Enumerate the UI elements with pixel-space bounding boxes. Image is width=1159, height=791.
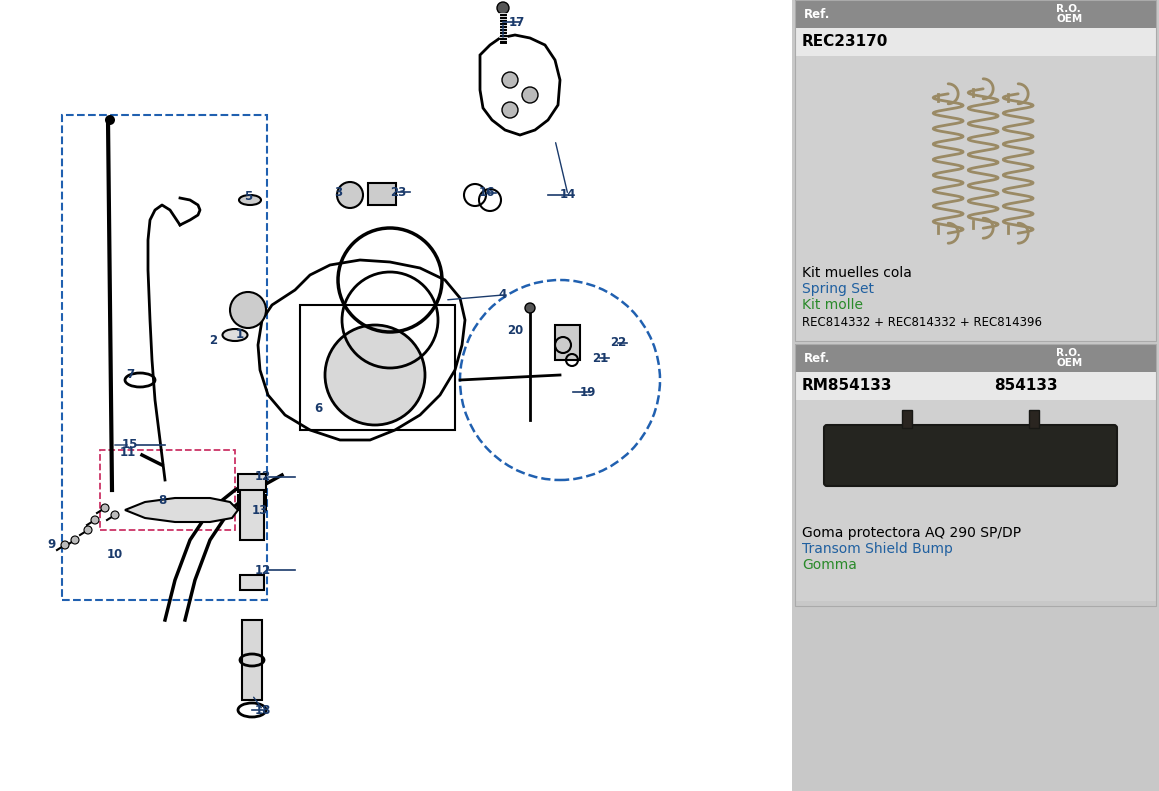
Text: 7: 7 — [126, 369, 134, 381]
Text: 18: 18 — [255, 703, 271, 717]
Bar — [795, 344, 1156, 372]
Text: Ref.: Ref. — [804, 7, 830, 21]
Circle shape — [229, 292, 267, 328]
Circle shape — [61, 541, 70, 549]
Bar — [795, 400, 1156, 521]
Text: 12: 12 — [255, 563, 271, 577]
Text: Goma protectora AQ 290 SP/DP: Goma protectora AQ 290 SP/DP — [802, 526, 1021, 540]
Circle shape — [502, 102, 518, 118]
Bar — [1029, 410, 1038, 428]
Text: Kit molle: Kit molle — [802, 298, 863, 312]
Bar — [795, 0, 1156, 28]
Text: 21: 21 — [592, 351, 608, 365]
Circle shape — [101, 504, 109, 512]
Text: 16: 16 — [479, 187, 495, 199]
Circle shape — [337, 182, 363, 208]
Text: 15: 15 — [122, 438, 138, 452]
Bar — [238, 474, 267, 492]
Text: 17: 17 — [509, 16, 525, 28]
Bar — [795, 344, 1156, 606]
Bar — [795, 28, 1156, 56]
Text: Spring Set: Spring Set — [802, 282, 874, 296]
Text: 20: 20 — [506, 324, 523, 336]
Bar — [238, 495, 267, 510]
Text: Kit muelles cola: Kit muelles cola — [802, 266, 912, 280]
Circle shape — [502, 72, 518, 88]
Circle shape — [111, 511, 119, 519]
Text: 11: 11 — [119, 445, 136, 459]
Text: 6: 6 — [314, 402, 322, 414]
Ellipse shape — [239, 195, 261, 205]
Bar — [61, 115, 267, 600]
Text: RM854133: RM854133 — [802, 379, 892, 393]
Text: REC814332 + REC814332 + REC814396: REC814332 + REC814332 + REC814396 — [802, 316, 1042, 330]
Circle shape — [92, 516, 99, 524]
Text: 9: 9 — [48, 539, 56, 551]
Bar — [555, 325, 580, 360]
Text: 8: 8 — [158, 494, 166, 506]
Bar — [795, 521, 1156, 601]
Text: REC23170: REC23170 — [802, 35, 889, 50]
Text: 23: 23 — [389, 186, 406, 199]
Text: 12: 12 — [255, 471, 271, 483]
Text: 1: 1 — [236, 328, 245, 342]
Text: 3: 3 — [334, 186, 342, 199]
Text: 14: 14 — [560, 188, 576, 202]
Polygon shape — [125, 498, 238, 522]
Bar — [242, 620, 262, 700]
Text: 2: 2 — [209, 334, 217, 346]
Circle shape — [83, 526, 92, 534]
Bar — [240, 490, 264, 540]
Bar — [795, 0, 1156, 341]
Circle shape — [497, 2, 509, 14]
FancyBboxPatch shape — [824, 425, 1117, 486]
Circle shape — [71, 536, 79, 544]
Circle shape — [522, 87, 538, 103]
Text: 13: 13 — [252, 504, 268, 517]
Text: Ref.: Ref. — [804, 351, 830, 365]
Bar — [795, 56, 1156, 261]
Bar — [240, 575, 264, 590]
Text: 19: 19 — [580, 385, 596, 399]
Text: 10: 10 — [107, 548, 123, 562]
Ellipse shape — [223, 329, 248, 341]
Text: R.O.
OEM: R.O. OEM — [1056, 4, 1083, 25]
Text: 854133: 854133 — [994, 379, 1057, 393]
Text: Gomma: Gomma — [802, 558, 857, 572]
Bar — [792, 0, 1159, 791]
Text: 22: 22 — [610, 336, 626, 350]
Bar — [795, 261, 1156, 341]
Bar — [369, 183, 396, 205]
Circle shape — [525, 303, 535, 313]
Text: 5: 5 — [243, 190, 253, 202]
Text: 4: 4 — [498, 289, 508, 301]
Bar — [100, 450, 235, 530]
Circle shape — [105, 115, 115, 125]
Circle shape — [325, 325, 425, 425]
Bar — [903, 410, 912, 428]
Text: Transom Shield Bump: Transom Shield Bump — [802, 542, 953, 556]
Bar — [795, 372, 1156, 400]
Text: R.O.
OEM: R.O. OEM — [1056, 347, 1083, 369]
